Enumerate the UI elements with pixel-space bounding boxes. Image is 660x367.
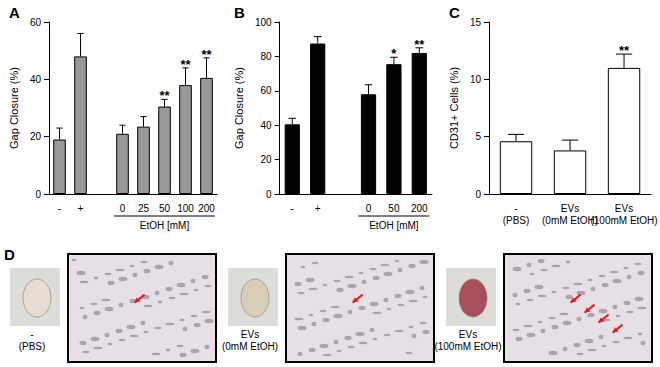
svg-text:C: C: [449, 4, 460, 21]
svg-text:-: -: [514, 203, 517, 214]
svg-text:25: 25: [138, 203, 150, 214]
svg-text:**: **: [159, 88, 170, 103]
svg-text:5: 5: [475, 131, 481, 142]
svg-text:(0mM EtOH): (0mM EtOH): [222, 341, 278, 352]
svg-text:40: 40: [30, 74, 42, 85]
svg-text:A: A: [9, 4, 20, 21]
svg-text:(PBS): (PBS): [503, 215, 530, 226]
svg-text:EtOH [mM]: EtOH [mM]: [369, 220, 419, 231]
svg-text:D: D: [4, 246, 15, 263]
svg-text:100: 100: [255, 17, 272, 28]
svg-text:100: 100: [177, 203, 194, 214]
svg-text:Gap Closure (%): Gap Closure (%): [8, 67, 20, 149]
svg-text:0: 0: [366, 203, 372, 214]
svg-text:EVs: EVs: [459, 329, 477, 340]
svg-text:(100mM EtOH): (100mM EtOH): [434, 341, 501, 352]
svg-text:20: 20: [30, 131, 42, 142]
svg-text:**: **: [180, 57, 191, 72]
svg-text:EVs: EVs: [561, 203, 579, 214]
svg-text:200: 200: [411, 203, 428, 214]
svg-text:**: **: [201, 47, 212, 62]
svg-text:0: 0: [475, 189, 481, 200]
svg-text:80: 80: [260, 51, 272, 62]
svg-text:(100mM EtOH): (100mM EtOH): [590, 215, 657, 226]
svg-text:*: *: [391, 46, 397, 61]
svg-text:20: 20: [260, 154, 272, 165]
svg-text:**: **: [414, 37, 425, 52]
svg-text:200: 200: [198, 203, 215, 214]
svg-text:EVs: EVs: [241, 329, 259, 340]
svg-text:10: 10: [470, 74, 482, 85]
svg-text:-: -: [291, 203, 294, 214]
svg-text:(PBS): (PBS): [19, 341, 46, 352]
svg-text:B: B: [234, 4, 245, 21]
svg-text:0: 0: [35, 189, 41, 200]
svg-text:Gap Closure (%): Gap Closure (%): [233, 67, 245, 149]
svg-text:50: 50: [388, 203, 400, 214]
svg-text:50: 50: [159, 203, 171, 214]
svg-text:EtOH [mM]: EtOH [mM]: [140, 220, 190, 231]
svg-text:15: 15: [470, 17, 482, 28]
svg-text:40: 40: [260, 120, 272, 131]
svg-text:-: -: [30, 329, 33, 340]
svg-text:0: 0: [120, 203, 126, 214]
svg-text:(0mM EtOH): (0mM EtOH): [542, 214, 599, 226]
svg-text:-: -: [58, 203, 61, 214]
svg-text:+: +: [78, 203, 84, 214]
svg-text:0: 0: [266, 189, 272, 200]
svg-text:60: 60: [260, 85, 272, 96]
svg-text:**: **: [619, 43, 630, 58]
svg-text:60: 60: [30, 17, 42, 28]
svg-text:EVs: EVs: [615, 203, 633, 214]
svg-text:+: +: [315, 203, 321, 214]
svg-text:CD31+ Cells (%): CD31+ Cells (%): [448, 67, 460, 149]
